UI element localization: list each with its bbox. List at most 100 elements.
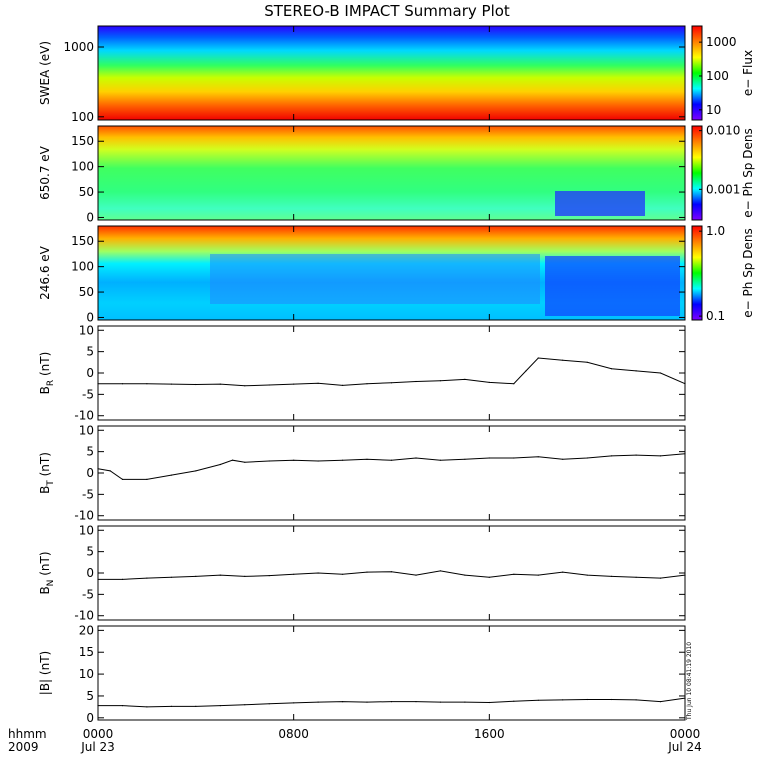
y-tick-label: -10 bbox=[74, 609, 94, 623]
colorbar-label: e− Ph Sp Dens bbox=[741, 228, 755, 317]
y-tick-label: 150 bbox=[71, 234, 94, 248]
data-point-br bbox=[146, 383, 148, 385]
data-point-bmag bbox=[488, 701, 490, 704]
data-point-bt bbox=[293, 459, 295, 461]
colorbar-tick-label: 10 bbox=[706, 103, 721, 117]
data-point-bt bbox=[366, 458, 368, 460]
data-point-bn bbox=[635, 576, 637, 578]
low-density-patch bbox=[545, 256, 680, 316]
y-axis-label: BT (nT) bbox=[38, 452, 56, 494]
panel-bn: -10 -5 0 5 10 BN (nT) bbox=[38, 523, 686, 623]
panel-br: -10 -5 0 5 10 BR (nT) bbox=[38, 323, 686, 423]
data-point-bn bbox=[611, 575, 613, 578]
year-label: 2009 bbox=[8, 740, 39, 754]
y-tick-label: 0 bbox=[86, 566, 94, 580]
y-tick-label: -10 bbox=[74, 409, 94, 423]
data-point-br bbox=[439, 380, 441, 382]
y-tick-label: 0 bbox=[86, 310, 94, 324]
data-point-bmag bbox=[537, 699, 539, 701]
data-point-br bbox=[366, 383, 368, 385]
x-date-label: Jul 23 bbox=[80, 740, 115, 754]
y-tick-label: 10 bbox=[79, 323, 94, 337]
data-point-bt bbox=[109, 470, 111, 472]
data-point-br bbox=[464, 378, 466, 380]
data-point-br bbox=[219, 383, 221, 385]
data-point-bn bbox=[464, 574, 466, 576]
data-point-bt bbox=[464, 458, 466, 460]
y-tick-label: 100 bbox=[71, 260, 94, 274]
y-tick-label: 50 bbox=[79, 185, 94, 199]
colorbar-label: e− Ph Sp Dens bbox=[741, 128, 755, 217]
y-tick-label: -10 bbox=[74, 509, 94, 523]
data-point-bn bbox=[293, 573, 295, 575]
x-tick-label: 0800 bbox=[278, 727, 309, 741]
panel-swea: 100 1000 SWEA (eV) 10 100 1000 e− Flux bbox=[38, 25, 755, 124]
data-point-br bbox=[659, 372, 662, 374]
data-point-br bbox=[293, 383, 295, 385]
data-point-bn bbox=[488, 576, 490, 578]
data-point-bmag bbox=[439, 701, 441, 703]
data-point-bn bbox=[195, 575, 197, 578]
data-point-bt bbox=[195, 470, 197, 472]
series-line-bt bbox=[97, 453, 686, 480]
y-tick-label: 10 bbox=[79, 523, 94, 537]
y-tick-label: 10 bbox=[79, 423, 94, 437]
colorbar-tick-label: 0.010 bbox=[706, 124, 740, 138]
y-axis-label: 650.7 eV bbox=[38, 145, 52, 200]
data-point-br bbox=[611, 368, 613, 370]
data-point-bn bbox=[244, 575, 246, 578]
colorbar-pad246: 0.1 1.0 e− Ph Sp Dens bbox=[691, 224, 755, 323]
y-tick-label: -5 bbox=[82, 387, 94, 401]
y-axis-label: |B| (nT) bbox=[38, 651, 52, 695]
data-point-bmag bbox=[293, 702, 295, 704]
data-point-bn bbox=[659, 577, 662, 579]
data-point-bmag bbox=[195, 705, 197, 708]
y-tick-label: 5 bbox=[86, 445, 94, 459]
data-point-bmag bbox=[464, 701, 466, 703]
data-point-bt bbox=[562, 458, 564, 460]
colorbar-tick-label: 1000 bbox=[706, 35, 737, 49]
y-axis-label: BR (nT) bbox=[38, 352, 56, 395]
data-point-bn bbox=[219, 574, 221, 576]
data-point-bmag bbox=[219, 705, 221, 707]
panel-bt: -10 -5 0 5 10 BT (nT) bbox=[38, 423, 686, 523]
data-point-br bbox=[244, 385, 246, 387]
panel-frame bbox=[97, 525, 686, 621]
y-tick-label: 20 bbox=[79, 623, 94, 637]
data-point-br bbox=[488, 381, 490, 383]
y-tick-label: 5 bbox=[86, 545, 94, 559]
data-point-bn bbox=[537, 574, 539, 576]
y-tick-label: 150 bbox=[71, 134, 94, 148]
data-point-bmag bbox=[562, 699, 564, 701]
series-line-bmag bbox=[98, 697, 686, 708]
data-point-br bbox=[195, 383, 197, 386]
panel-frame bbox=[97, 125, 686, 221]
colorbar-tick-label: 0.001 bbox=[706, 182, 740, 196]
data-point-bt bbox=[268, 460, 270, 462]
data-point-br bbox=[635, 370, 637, 372]
x-tick-label: 1600 bbox=[474, 727, 505, 741]
y-tick-label: 1000 bbox=[63, 40, 94, 54]
data-point-br bbox=[562, 359, 564, 361]
panel-frame bbox=[97, 25, 686, 121]
time-label: hhmm bbox=[8, 727, 47, 741]
data-point-bt bbox=[635, 454, 637, 456]
data-point-br bbox=[525, 370, 527, 372]
data-point-bmag bbox=[366, 701, 368, 703]
data-point-bmag bbox=[170, 705, 172, 708]
data-point-br bbox=[537, 357, 539, 359]
x-tick-label: 0000 bbox=[83, 727, 114, 741]
low-density-patch bbox=[555, 191, 645, 216]
data-point-bn bbox=[439, 570, 441, 572]
data-point-br bbox=[415, 380, 417, 383]
data-point-br bbox=[317, 382, 319, 384]
data-point-bmag bbox=[268, 703, 270, 705]
colorbar-swea: 10 100 1000 e− Flux bbox=[691, 25, 755, 121]
colorbar-scale bbox=[691, 25, 703, 121]
colorbar-tick-label: 1.0 bbox=[706, 224, 725, 238]
data-point-bn bbox=[268, 575, 270, 577]
data-point-bmag bbox=[317, 701, 319, 703]
